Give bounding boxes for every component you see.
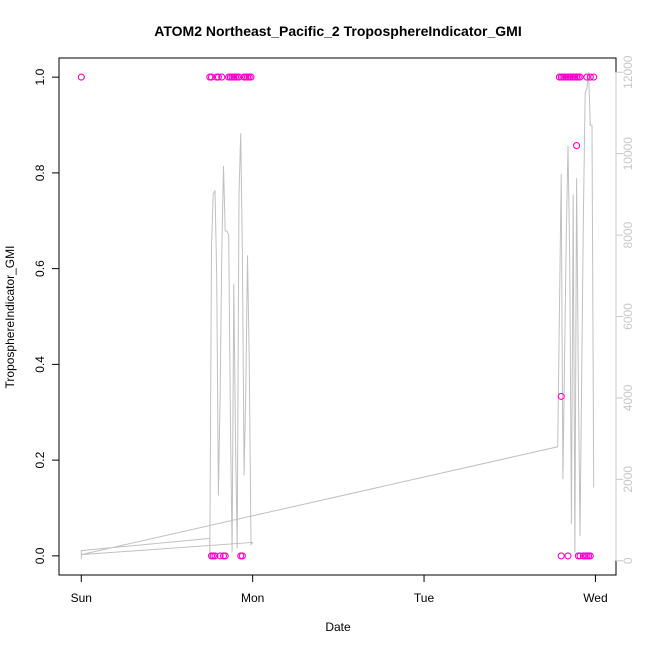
data-point: [586, 552, 594, 560]
data-point: [557, 392, 565, 400]
data-point: [207, 73, 216, 81]
data-point: [247, 73, 255, 81]
y2-tick-label: 0: [621, 557, 635, 564]
y-tick-label: 0.0: [33, 547, 47, 564]
y-axis-label: TroposphereIndicator_GMI: [3, 246, 17, 389]
y-tick-label: 0.2: [33, 451, 47, 468]
data-point: [216, 552, 224, 560]
data-point: [235, 73, 243, 81]
data-point: [218, 73, 226, 81]
y-axis-right: 0 2000 4000 6000 8000 10000 12000: [615, 55, 635, 564]
data-point: [557, 552, 565, 560]
data-point: [590, 73, 598, 81]
x-tick-label: Mon: [241, 591, 264, 605]
plot-frame: [58, 57, 617, 576]
data-point: [211, 552, 219, 560]
data-point: [576, 552, 584, 560]
data-point: [221, 552, 229, 560]
data-point: [583, 73, 591, 81]
data-point: [214, 73, 222, 81]
chart-title: ATOM2 Northeast_Pacific_2 TroposphereInd…: [154, 23, 521, 39]
y-tick-label: 0.6: [33, 260, 47, 277]
x-axis-label: Date: [325, 620, 351, 634]
y2-tick-label: 4000: [621, 384, 635, 411]
x-tick-label: Tue: [414, 591, 435, 605]
data-point: [576, 73, 584, 81]
x-tick-label: Sun: [71, 591, 92, 605]
points-layer: [77, 73, 598, 560]
data-point: [573, 142, 581, 150]
y2-tick-label: 2000: [621, 466, 635, 493]
y2-tick-label: 6000: [621, 303, 635, 330]
x-axis: Sun Mon Tue Wed: [71, 574, 608, 605]
data-point: [77, 73, 85, 81]
altitude-series-line: [80, 72, 595, 559]
y-tick-label: 1.0: [33, 68, 47, 85]
altitude-line-layer: [80, 72, 595, 559]
y-tick-label: 0.4: [33, 356, 47, 373]
y2-tick-label: 8000: [621, 221, 635, 248]
x-tick-label: Wed: [583, 591, 607, 605]
y2-tick-label: 12000: [621, 55, 635, 89]
y2-tick-label: 10000: [621, 137, 635, 171]
y-tick-label: 0.8: [33, 164, 47, 181]
data-point: [586, 73, 594, 81]
data-point: [238, 552, 246, 560]
data-point: [564, 552, 572, 560]
y-axis-left: 0.0 0.2 0.4 0.6 0.8 1.0: [33, 68, 60, 564]
